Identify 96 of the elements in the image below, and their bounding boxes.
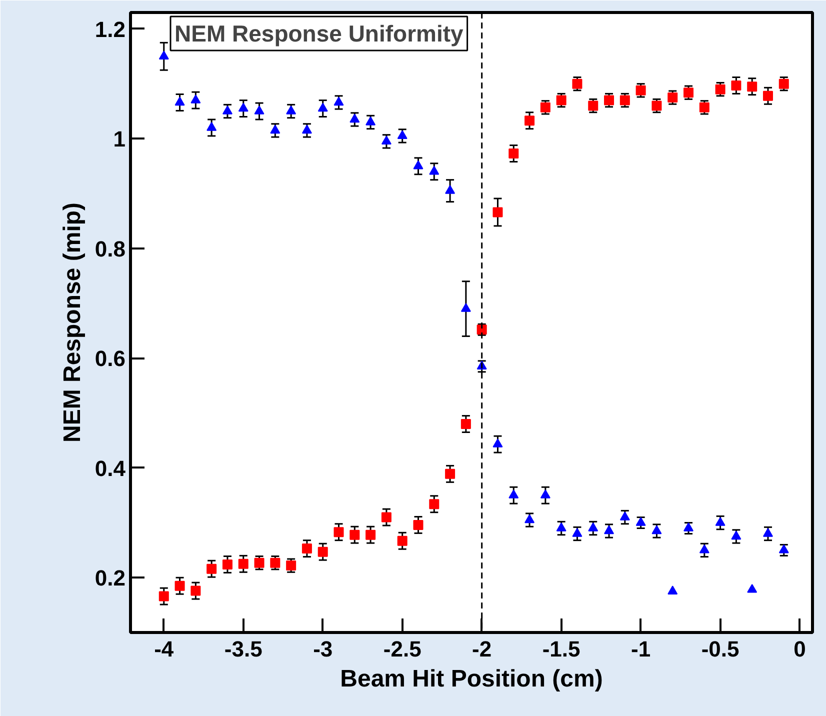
point [762,528,773,537]
point [524,116,535,126]
point [556,522,566,532]
x-tick-label: -3.5 [224,636,262,662]
point [715,517,726,526]
point [350,530,360,540]
y-tick-label: 1 [113,126,126,152]
y-tick-label: 0.6 [94,346,126,372]
point [445,468,456,479]
point [350,114,360,123]
point [222,559,232,570]
point [778,544,789,554]
point [636,85,646,96]
point [715,84,726,94]
point [699,544,710,554]
point [762,90,773,101]
point [778,78,789,89]
point [254,106,264,114]
point [572,78,582,89]
x-tick-label: 0 [794,636,806,662]
point [158,50,169,60]
x-tick-label: -3 [313,636,333,662]
point [508,490,519,498]
point [620,512,630,520]
point [318,546,328,557]
point [572,528,582,537]
y-tick-label: 1.2 [94,16,126,42]
chart-title: NEM Response Uniformity [174,20,464,46]
point [397,536,408,546]
point [460,419,471,430]
point [652,100,662,111]
point [222,106,232,114]
point [174,96,185,106]
point [254,558,264,568]
point [731,530,742,540]
y-tick-label: 0.8 [94,236,126,262]
x-tick-label: -1.5 [542,636,580,662]
point [747,584,758,593]
point [429,166,440,175]
point [174,580,185,591]
x-tick-label: -2 [472,636,492,662]
point [270,558,280,568]
y-tick-label: 0.2 [94,566,126,591]
point [668,586,678,594]
point [684,88,694,98]
point [540,490,550,498]
point [604,95,614,106]
point [302,124,312,134]
point [652,525,662,534]
point [556,95,566,106]
point [604,525,614,534]
point [190,94,201,104]
y-tick-label: 0.4 [94,456,126,481]
point [413,160,424,170]
point [366,116,376,126]
point [413,520,424,530]
point [492,438,503,448]
point [668,92,678,103]
point [206,564,217,574]
point [540,102,550,112]
x-tick-label: -1 [631,636,651,662]
x-tick-label: -0.5 [701,636,740,662]
point [334,96,344,106]
point [334,527,344,538]
point [381,136,392,145]
point [286,560,296,571]
point [508,148,519,159]
point [588,100,598,111]
point [381,512,392,522]
point [397,130,408,140]
point [492,207,503,218]
y-axis-title: NEM Response (mip) [58,202,86,443]
point [620,95,630,106]
point [190,586,201,596]
x-tick-label: -4 [154,636,174,662]
x-axis-title: Beam Hit Position (cm) [340,666,603,692]
point [636,517,646,526]
point [445,185,456,194]
point [699,102,710,112]
x-tick-label: -2.5 [383,636,422,662]
point [429,499,440,510]
point [318,102,328,112]
point [524,514,535,524]
point [588,522,598,532]
point [460,303,471,312]
point [238,102,248,112]
point [206,122,217,131]
point [366,530,376,540]
point [238,558,248,569]
point [286,106,296,114]
point [684,522,694,532]
point [747,82,758,92]
point [158,591,169,602]
point [731,80,742,90]
point [270,124,280,134]
point [302,544,312,554]
